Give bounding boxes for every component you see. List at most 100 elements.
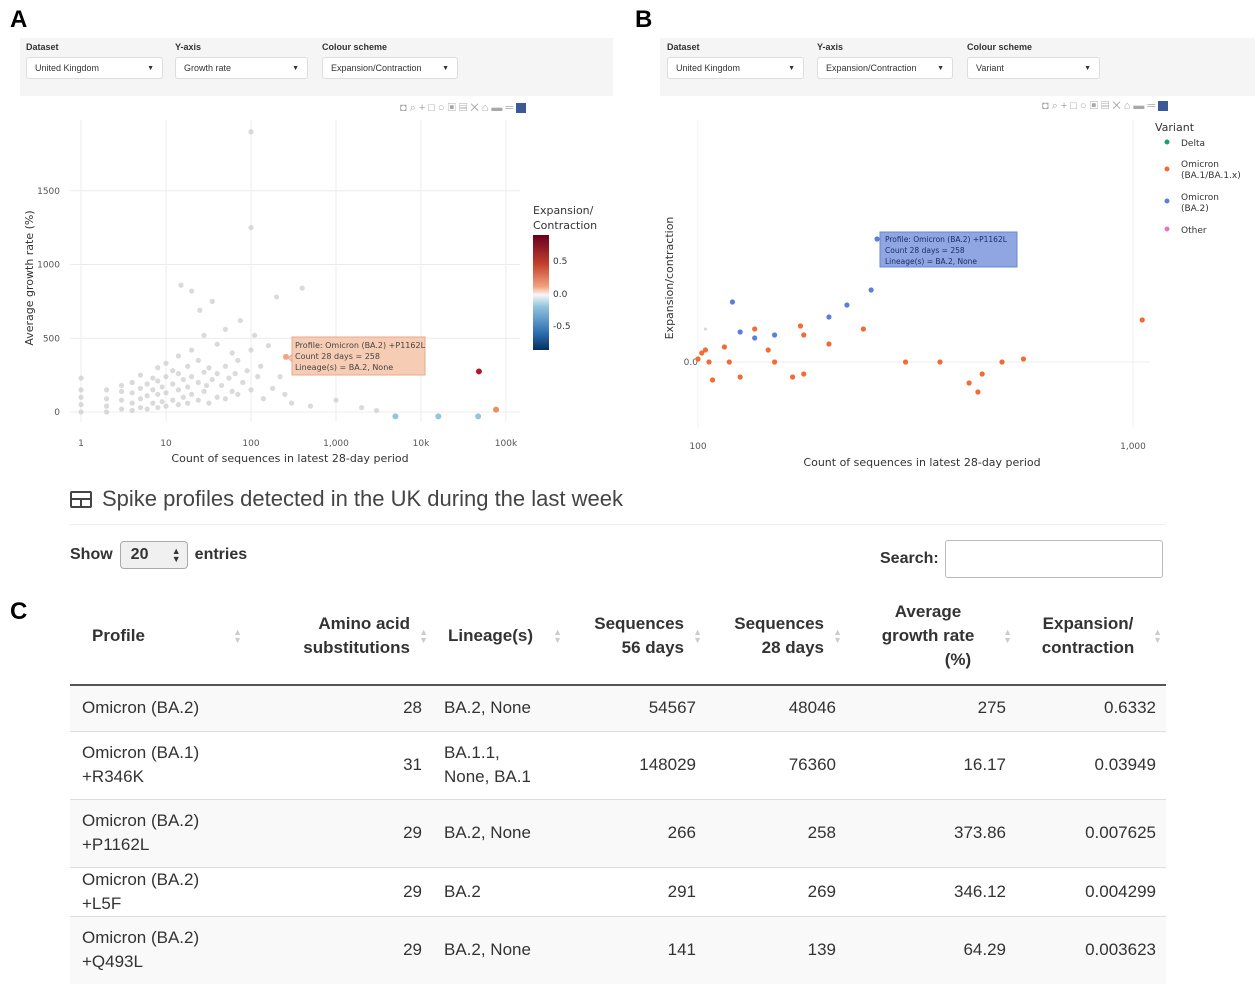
reset-axes-icon[interactable]: ⌂	[1123, 100, 1134, 112]
data-point[interactable]	[175, 353, 182, 359]
data-point[interactable]	[118, 406, 125, 412]
data-point-omicron-ba1[interactable]	[1139, 317, 1145, 323]
data-point[interactable]	[188, 288, 195, 294]
data-point[interactable]	[159, 399, 165, 405]
data-point[interactable]	[150, 375, 156, 381]
data-point-omicron-ba1[interactable]	[797, 323, 804, 329]
dataset-select[interactable]: United Kingdom ▼	[26, 57, 163, 79]
data-point[interactable]	[392, 413, 399, 420]
data-point-omicron-ba1[interactable]	[721, 344, 728, 350]
data-point-omicron-ba2[interactable]	[874, 236, 880, 242]
data-point[interactable]	[129, 390, 135, 396]
data-point-omicron-ba2[interactable]	[771, 332, 778, 338]
data-point[interactable]	[103, 387, 110, 393]
data-point[interactable]	[103, 409, 110, 415]
data-point-omicron-ba1[interactable]	[902, 359, 909, 365]
data-point[interactable]	[188, 391, 195, 397]
data-point-omicron-ba2[interactable]	[729, 299, 736, 305]
data-point[interactable]	[206, 365, 212, 371]
data-point[interactable]	[214, 341, 220, 347]
box-select-icon[interactable]: □	[428, 102, 438, 114]
data-point-omicron-ba1[interactable]	[702, 347, 709, 353]
data-point[interactable]	[201, 369, 207, 375]
spike-lines-icon[interactable]: ▬	[1133, 100, 1148, 112]
plotly-logo-icon[interactable]	[516, 103, 527, 114]
table-row[interactable]: Omicron (BA.2) +Q493L 29 BA.2, None 141 139 64…	[70, 915, 1166, 984]
data-point[interactable]	[226, 375, 232, 381]
data-point[interactable]	[195, 379, 201, 386]
data-point[interactable]	[155, 378, 161, 384]
table-row[interactable]: Omicron (BA.2) +P1162L 29 BA.2, None 266 258 3…	[70, 798, 1166, 867]
table-row[interactable]: Omicron (BA.1) +R346K 31 BA.1.1, None, BA.1 1…	[70, 730, 1166, 799]
header-lineages[interactable]: Lineage(s) ▲ ▼	[432, 588, 566, 686]
data-point[interactable]	[185, 363, 191, 369]
data-point-omicron-ba1[interactable]	[1020, 356, 1027, 362]
data-point[interactable]	[299, 285, 305, 291]
data-point[interactable]	[163, 403, 169, 409]
data-point[interactable]	[277, 374, 283, 380]
header-profile[interactable]: Profile ▲ ▼	[70, 588, 246, 686]
data-point[interactable]	[78, 394, 84, 400]
plotly-logo-icon[interactable]	[1158, 101, 1169, 112]
data-point[interactable]	[240, 379, 246, 386]
data-point[interactable]	[265, 343, 271, 349]
legend-item-omicron-ba1[interactable]: Omicron (BA.1/BA.1.x)	[1164, 160, 1241, 181]
data-point[interactable]	[248, 225, 254, 231]
data-point[interactable]	[333, 397, 339, 403]
data-point-omicron-ba1[interactable]	[801, 371, 807, 377]
data-point[interactable]	[222, 363, 229, 369]
data-point[interactable]	[185, 384, 191, 390]
data-point[interactable]	[435, 413, 442, 420]
data-point[interactable]	[307, 403, 314, 409]
data-point-omicron-ba1[interactable]	[771, 359, 778, 365]
data-point[interactable]	[493, 406, 500, 413]
chart-growth-rate[interactable]: 1 10 100 1,000 10k 100k 0 500 1000 1500 Profile: …	[0, 110, 630, 475]
data-point[interactable]	[144, 393, 150, 399]
data-point[interactable]	[214, 371, 220, 377]
data-point-omicron-ba1[interactable]	[826, 341, 832, 347]
box-select-icon[interactable]: □	[1070, 100, 1080, 112]
data-point[interactable]	[218, 382, 225, 389]
zoom-out-icon[interactable]: ▤	[1100, 100, 1113, 112]
data-point[interactable]	[180, 394, 186, 400]
data-point[interactable]	[159, 384, 165, 390]
data-point-omicron-ba1[interactable]	[706, 359, 712, 365]
data-point[interactable]	[163, 360, 169, 366]
data-point-omicron-ba1[interactable]	[860, 326, 866, 332]
data-point-omicron-ba1[interactable]	[966, 380, 972, 386]
data-point[interactable]	[129, 400, 135, 406]
colour-scheme-select[interactable]: Variant ▼	[967, 57, 1100, 79]
data-point[interactable]	[118, 397, 125, 403]
spike-lines-icon[interactable]: ▬	[491, 102, 506, 114]
zoom-out-icon[interactable]: ▤	[458, 102, 471, 114]
camera-icon[interactable]: ◘	[1042, 100, 1052, 112]
data-point-omicron-ba1[interactable]	[752, 326, 758, 332]
data-point[interactable]	[103, 396, 110, 402]
data-point[interactable]	[201, 388, 207, 394]
lasso-icon[interactable]: ○	[437, 102, 448, 114]
data-point[interactable]	[137, 404, 144, 411]
header-sequences-28-days[interactable]: Sequences 28 days ▲ ▼	[706, 588, 846, 686]
data-point[interactable]	[197, 307, 203, 313]
camera-icon[interactable]: ◘	[400, 102, 410, 114]
chart-expansion-contraction[interactable]: 100 1,000 0.0 Profile: Omicron (BA.2) +P11…	[640, 110, 1252, 475]
data-point[interactable]	[163, 390, 169, 396]
data-point[interactable]	[237, 317, 243, 324]
data-point[interactable]	[282, 391, 288, 397]
compare-hover-icon[interactable]: ═	[1147, 100, 1159, 112]
data-point-omicron-ba1[interactable]	[801, 332, 807, 338]
data-point[interactable]	[185, 400, 191, 406]
data-point[interactable]	[163, 374, 169, 380]
autoscale-icon[interactable]: ✕	[470, 102, 482, 114]
data-point[interactable]	[150, 400, 156, 406]
data-point[interactable]	[170, 381, 176, 387]
data-point[interactable]	[170, 368, 176, 374]
data-point[interactable]	[195, 397, 201, 403]
data-point[interactable]	[214, 394, 220, 400]
data-point[interactable]	[195, 357, 201, 363]
header-expansion-contraction[interactable]: Expansion/contraction ▲ ▼	[1016, 588, 1166, 686]
data-point[interactable]	[248, 129, 254, 135]
data-point[interactable]	[175, 371, 182, 377]
zoom-in-icon[interactable]: ▣	[447, 102, 459, 114]
data-point[interactable]	[222, 396, 229, 402]
